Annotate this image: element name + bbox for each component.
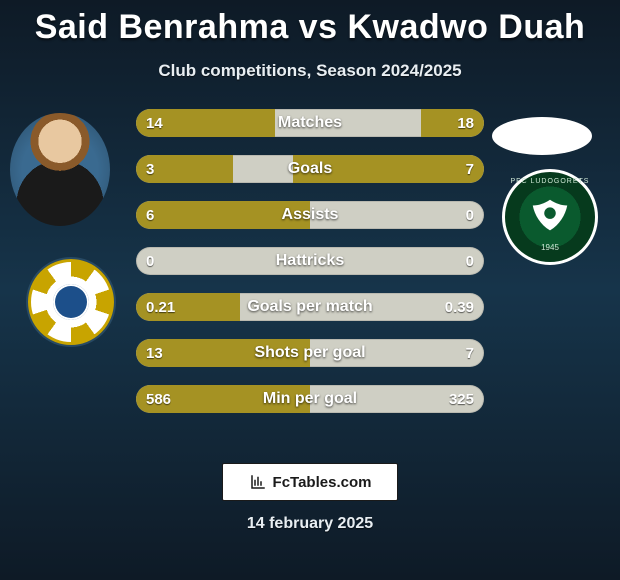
value-left: 0 [136, 247, 164, 275]
club-right-logo: PFC LUDOGORETS 1945 [502, 169, 598, 265]
value-right: 0 [456, 247, 484, 275]
brand-text: FcTables.com [273, 474, 372, 491]
stat-row-min_per_goal: 586325Min per goal [136, 385, 484, 413]
value-left: 3 [136, 155, 164, 183]
value-left: 13 [136, 339, 173, 367]
stat-row-assists: 60Assists [136, 201, 484, 229]
stat-row-goals: 37Goals [136, 155, 484, 183]
club-left-logo [28, 259, 114, 345]
stat-row-shots_per_goal: 137Shots per goal [136, 339, 484, 367]
subtitle: Club competitions, Season 2024/2025 [0, 61, 620, 81]
player-left-avatar [10, 113, 110, 226]
club-right-year: 1945 [505, 243, 595, 252]
value-right: 0.39 [435, 293, 484, 321]
value-left: 6 [136, 201, 164, 229]
value-left: 14 [136, 109, 173, 137]
club-right-text: PFC LUDOGORETS [505, 178, 595, 185]
value-right: 325 [439, 385, 484, 413]
value-right: 18 [447, 109, 484, 137]
page-title: Said Benrahma vs Kwadwo Duah [0, 0, 620, 47]
value-right: 0 [456, 201, 484, 229]
value-right: 7 [456, 339, 484, 367]
stat-row-goals_per_match: 0.210.39Goals per match [136, 293, 484, 321]
value-right: 7 [456, 155, 484, 183]
eagle-icon [527, 194, 573, 240]
stat-row-matches: 1418Matches [136, 109, 484, 137]
stat-bars: 1418Matches37Goals60Assists00Hattricks0.… [136, 109, 484, 431]
chart-icon [249, 473, 267, 491]
stat-label: Hattricks [136, 247, 484, 275]
value-left: 586 [136, 385, 181, 413]
comparison-stage: PFC LUDOGORETS 1945 1418Matches37Goals60… [0, 109, 620, 449]
date-text: 14 february 2025 [0, 515, 620, 533]
brand-pill[interactable]: FcTables.com [222, 463, 398, 501]
value-left: 0.21 [136, 293, 185, 321]
stat-row-hattricks: 0 0Hattricks [136, 247, 484, 275]
player-right-avatar [492, 117, 592, 155]
